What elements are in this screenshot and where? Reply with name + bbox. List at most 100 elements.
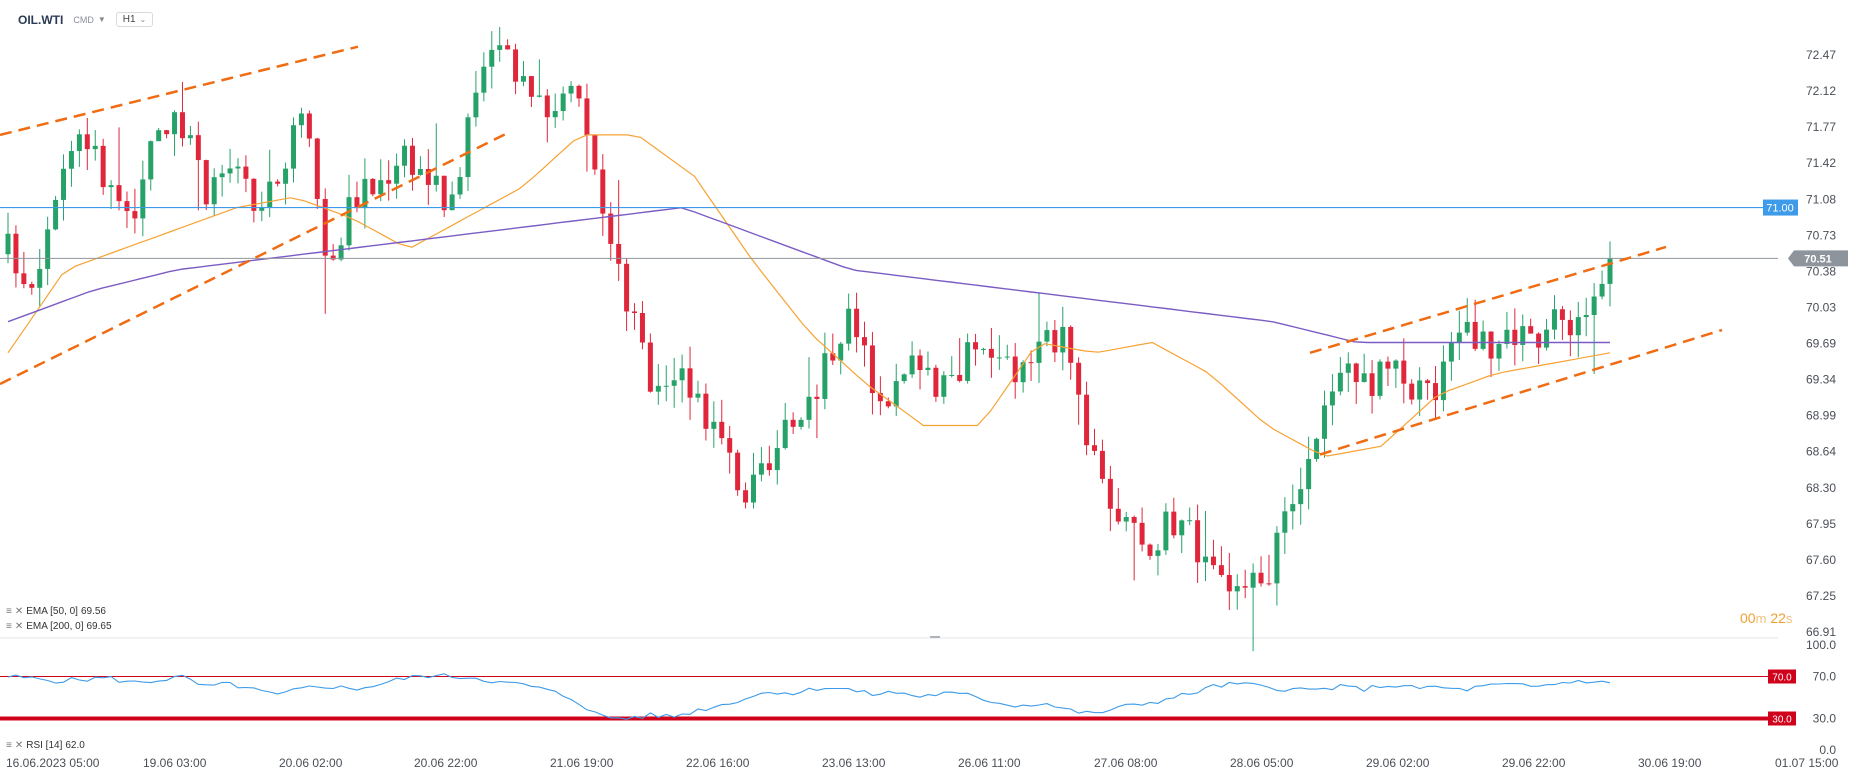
candle-down — [1076, 362, 1082, 395]
rsi-value: 62.0 — [65, 740, 85, 751]
candle-down — [1512, 329, 1518, 345]
candle-down — [1409, 383, 1415, 400]
close-icon[interactable]: ✕ — [14, 606, 24, 617]
legend-ema200[interactable]: ≡ ✕ EMA [200, 0] 69.65 — [6, 621, 112, 632]
ema200-label: EMA [200, 0] — [26, 621, 84, 632]
candle-down — [425, 168, 431, 185]
candle-up — [1163, 511, 1169, 551]
menu-icon[interactable]: ≡ — [6, 740, 12, 751]
candle-down — [1218, 565, 1224, 575]
candle-up — [1377, 361, 1383, 396]
level-tag — [1763, 199, 1798, 216]
candle-down — [703, 393, 709, 429]
candle-up — [949, 374, 955, 376]
candle-up — [1179, 520, 1185, 536]
candle-up — [61, 168, 67, 200]
candle-down — [869, 345, 875, 394]
legend-rsi[interactable]: ≡ ✕ RSI [14] 62.0 — [6, 740, 85, 751]
candle-down — [1226, 574, 1232, 592]
time-tick-label: 22.06 16:00 — [686, 756, 750, 770]
price-tick-label: 70.38 — [1806, 264, 1836, 278]
candle-up — [489, 49, 495, 67]
candle-down — [195, 135, 201, 161]
candle-up — [663, 385, 669, 387]
candle-up — [1187, 520, 1193, 522]
candle-up — [1044, 330, 1050, 342]
candle-down — [354, 197, 360, 209]
time-tick-label: 30.06 19:00 — [1638, 756, 1702, 770]
candle-up — [362, 178, 368, 209]
candle-up — [941, 375, 947, 397]
instrument-symbol[interactable]: OIL.WTI — [18, 12, 64, 27]
candle-up — [1583, 315, 1589, 318]
timeframe-selector[interactable]: H1 ⌄ — [115, 12, 154, 27]
candle-up — [417, 168, 423, 175]
candle-up — [774, 448, 780, 471]
candle-down — [409, 145, 415, 175]
candle-down — [600, 169, 606, 214]
trend-channel-line — [0, 45, 359, 137]
candle-down — [766, 463, 772, 471]
rsi-ob-tag-label: 70.0 — [1772, 673, 1792, 684]
candle-down — [917, 355, 923, 371]
candle-up — [901, 374, 907, 382]
candle-up — [219, 173, 225, 178]
ema200-value: 69.65 — [86, 621, 112, 632]
candle-down — [84, 134, 90, 150]
candle-down — [639, 312, 645, 343]
candle-down — [624, 263, 630, 312]
candle-up — [1123, 517, 1129, 522]
price-tick-label: 68.64 — [1806, 445, 1836, 459]
candle-down — [322, 198, 328, 256]
candle-down — [957, 374, 963, 381]
price-tick-label: 72.12 — [1806, 84, 1836, 98]
rsi-os-tag-label: 30.0 — [1772, 715, 1792, 726]
candle-up — [782, 419, 788, 449]
candle-up — [1004, 356, 1010, 358]
candle-up — [68, 151, 74, 169]
candle-down — [1385, 361, 1391, 369]
candle-up — [394, 165, 400, 184]
menu-icon[interactable]: ≡ — [6, 606, 12, 617]
candle-down — [1425, 380, 1431, 384]
candle-down — [243, 166, 249, 179]
candle-up — [679, 368, 685, 381]
candle-up — [1456, 332, 1462, 343]
trend-channel-line — [1309, 245, 1667, 355]
candle-down — [1195, 520, 1201, 563]
candle-up — [806, 396, 812, 420]
candle-up — [1520, 326, 1526, 345]
menu-icon[interactable]: ≡ — [6, 621, 12, 632]
candle-down — [632, 311, 638, 313]
candle-down — [735, 452, 741, 491]
rsi-tick-label: 30.0 — [1813, 712, 1837, 726]
candle-up — [1329, 391, 1335, 406]
candle-down — [862, 337, 868, 346]
candle-down — [132, 211, 138, 219]
candle-up — [338, 245, 344, 260]
candle-up — [465, 117, 471, 177]
candle-up — [846, 308, 852, 344]
candle-up — [838, 343, 844, 361]
candle-down — [1369, 373, 1375, 396]
legend-ema50[interactable]: ≡ ✕ EMA [50, 0] 69.56 — [6, 606, 106, 617]
candle-up — [965, 342, 971, 381]
price-tick-label: 72.47 — [1806, 48, 1836, 62]
candle-up — [433, 175, 439, 185]
candle-down — [877, 393, 883, 402]
candle-down — [616, 243, 622, 264]
candle-up — [1591, 296, 1597, 316]
candle-up — [893, 381, 899, 407]
candle-down — [370, 178, 376, 195]
last-price-tag — [1788, 250, 1848, 267]
candle-up — [1274, 532, 1280, 584]
candle-down — [1099, 450, 1105, 479]
candle-up — [1361, 373, 1367, 383]
candle-up — [996, 357, 1002, 359]
market-selector[interactable]: CMD ▼ — [73, 15, 105, 25]
close-icon[interactable]: ✕ — [14, 621, 24, 632]
price-tick-label: 68.30 — [1806, 481, 1836, 495]
close-icon[interactable]: ✕ — [14, 740, 24, 751]
time-tick-label: 27.06 08:00 — [1094, 756, 1158, 770]
